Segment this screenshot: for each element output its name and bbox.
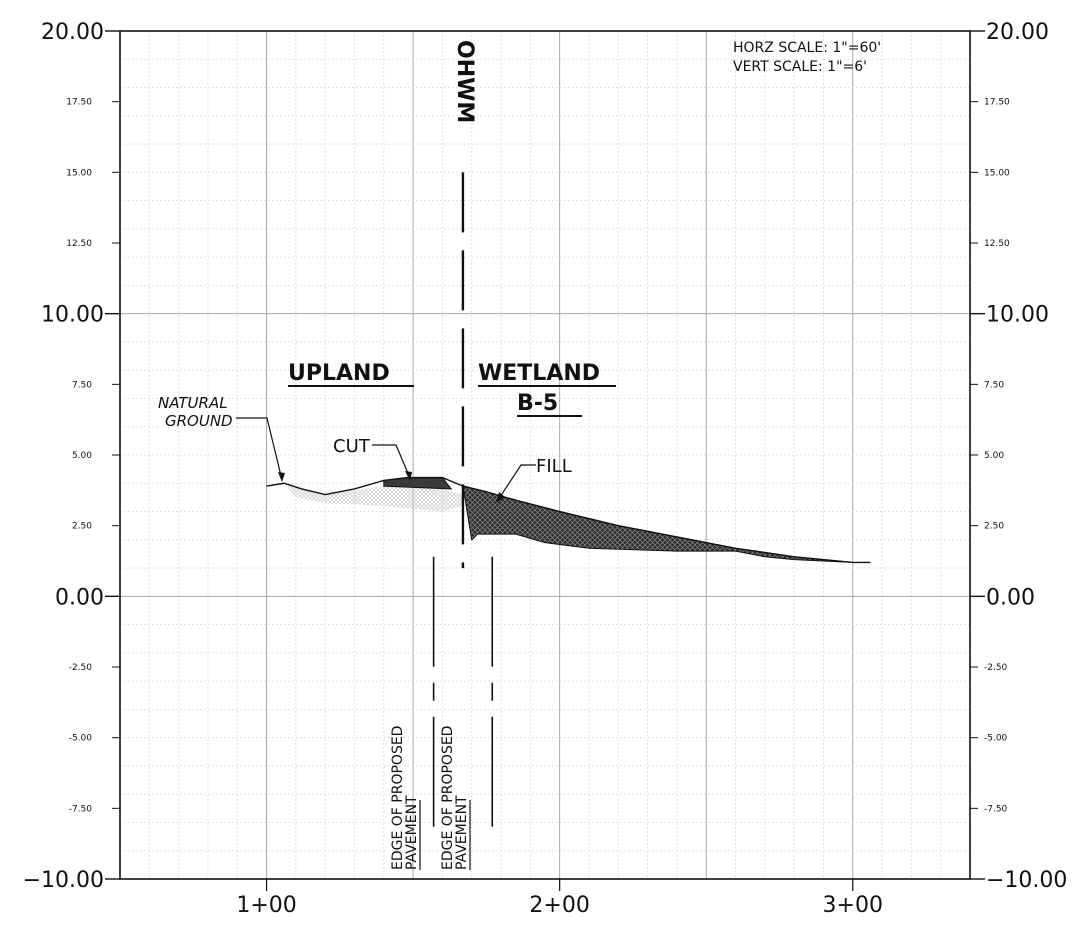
natural-ground-label: NATURAL [158, 394, 228, 412]
elevation-tick-label: 20.00 [41, 20, 104, 45]
elevation-tick-labels: 20.00 20.00 10.00 10.00 0.00 0.00 −10.00 −10.00… [23, 20, 1068, 893]
natural-ground-leader [236, 417, 283, 481]
elevation-tick-label: -7.50 [984, 804, 1008, 814]
station-tick-label: 1+00 [236, 893, 296, 918]
elevation-tick-label: 17.50 [66, 98, 92, 108]
natural-ground-arrowhead [278, 472, 285, 482]
elevation-tick-label: 15.00 [66, 168, 92, 178]
pavement-edge-label-2b: PAVEMENT [454, 795, 470, 870]
wetland-label: WETLAND [478, 361, 600, 386]
elevation-tick-label: 10.00 [986, 303, 1049, 328]
fill-leader [497, 464, 536, 501]
station-tick-label: 3+00 [823, 893, 883, 918]
elevation-tick-label: −10.00 [23, 868, 104, 893]
subgrade-hatch-area [284, 483, 463, 512]
elevation-tick-label: -2.50 [69, 663, 93, 673]
cut-label: CUT [333, 436, 371, 457]
pavement-edge-label-2: EDGE OF PROPOSED [440, 726, 456, 870]
grid-lines [120, 31, 970, 879]
elevation-tick-label: 7.50 [72, 380, 92, 390]
terrain-profile [266, 476, 871, 564]
elevation-tick-label: 10.00 [41, 303, 104, 328]
ohwm-label: OHWM [452, 40, 477, 123]
station-tick-labels: 1+00 2+00 3+00 [236, 879, 883, 918]
cut-leader [372, 444, 411, 479]
reference-lines [432, 172, 494, 829]
pavement-edge-label-1b: PAVEMENT [404, 795, 420, 870]
elevation-tick-label: 2.50 [984, 522, 1004, 532]
elevation-tick-label: 12.50 [984, 239, 1010, 249]
wetland-id-label: B-5 [517, 391, 558, 416]
elevation-tick-label: 15.00 [984, 168, 1010, 178]
fill-arrowhead [496, 492, 505, 503]
natural-ground-label-2: GROUND [165, 412, 233, 430]
fill-label: FILL [536, 456, 572, 477]
elevation-tick-label: 12.50 [66, 239, 92, 249]
elevation-tick-label: -7.50 [69, 804, 93, 814]
elevation-tick-label: 2.50 [72, 522, 92, 532]
cut-arrowhead [405, 471, 412, 481]
upland-label: UPLAND [288, 361, 390, 386]
elevation-tick-label: 0.00 [986, 585, 1035, 610]
natural-ground-line [266, 476, 871, 564]
elevation-tick-label: 20.00 [986, 20, 1049, 45]
elevation-tick-label: -5.00 [69, 734, 93, 744]
elevation-tick-label: 7.50 [984, 380, 1004, 390]
elevation-tick-label: 5.00 [72, 451, 92, 461]
elevation-tick-label: 0.00 [55, 585, 104, 610]
elevation-tick-label: -2.50 [984, 663, 1008, 673]
pavement-edge-label-1: EDGE OF PROPOSED [390, 726, 406, 870]
elevation-tick-label: 5.00 [984, 451, 1004, 461]
station-tick-label: 2+00 [529, 893, 589, 918]
horizontal-scale-note: HORZ SCALE: 1"=60' [733, 40, 881, 56]
vertical-scale-note: VERT SCALE: 1"=6' [733, 59, 867, 75]
elevation-tick-label: -5.00 [984, 734, 1008, 744]
elevation-tick-label: −10.00 [986, 868, 1067, 893]
elevation-tick-label: 17.50 [984, 98, 1010, 108]
